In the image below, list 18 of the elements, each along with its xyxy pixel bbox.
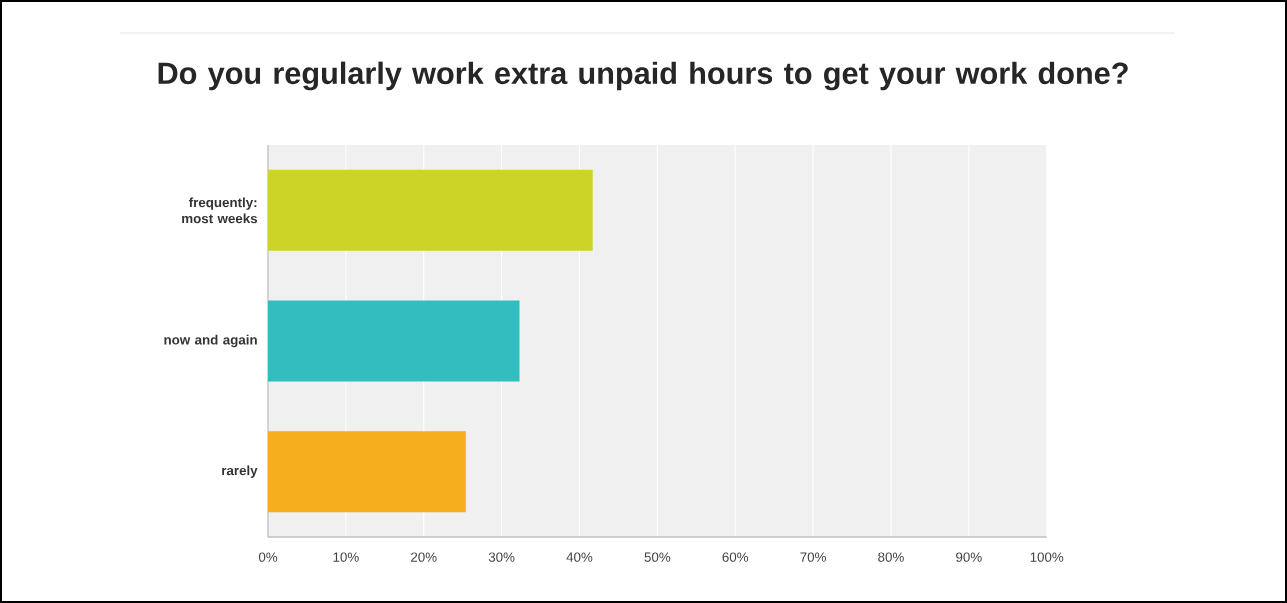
x-tick-label: 30% (488, 552, 515, 562)
x-tick-label: 60% (722, 552, 749, 562)
x-tick-label: 90% (956, 552, 982, 562)
x-tick-label: 100% (1030, 552, 1064, 562)
bar (268, 300, 520, 382)
y-tick-label: now and again (164, 334, 257, 348)
chart-title: Do you regularly work extra unpaid hours to get your work done? (158, 61, 1128, 91)
x-tick-label: 40% (566, 552, 593, 562)
bar (268, 431, 466, 513)
x-tick-label: 0% (258, 552, 278, 562)
x-tick-label: 70% (800, 552, 826, 562)
bar (268, 169, 593, 251)
y-tick-label: frequently: most weeks (182, 197, 258, 224)
x-tick-label: 20% (411, 552, 437, 562)
x-tick-label: 50% (644, 552, 671, 562)
y-tick-label: rarely (222, 465, 258, 478)
x-tick-label: 80% (878, 552, 904, 562)
x-tick-label: 10% (333, 552, 359, 562)
